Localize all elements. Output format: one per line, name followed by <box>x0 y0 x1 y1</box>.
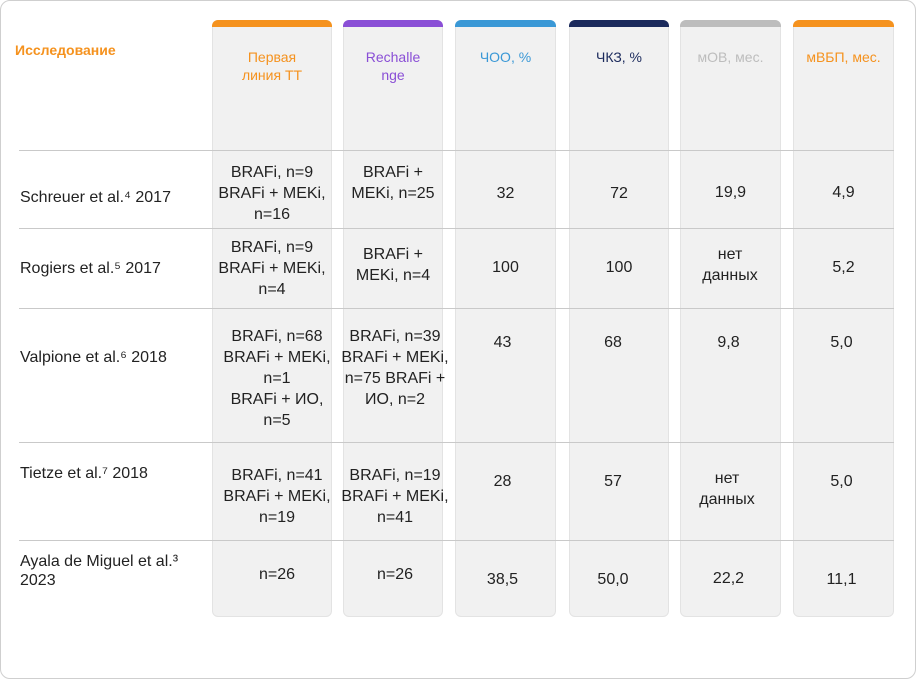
first-line-cell: BRAFi, n=68 BRAFi + MEKi, n=1 BRAFi + ИО, n=… <box>223 328 331 429</box>
rechallenge-cell: BRAFi, n=39 BRAFi + MEKi, n=75 BRAFi + ИО, … <box>341 328 449 408</box>
study-name: Valpione et al.⁶ 2018 <box>20 349 167 366</box>
column-mos: мОВ, мес. <box>680 20 781 617</box>
row-divider <box>19 228 894 229</box>
mpfs-cell: 4,9 <box>832 184 855 201</box>
column-header-dcr: ЧКЗ, % <box>595 49 642 65</box>
column-header-mos: мОВ, мес. <box>697 49 764 65</box>
rechallenge-cell: BRAFi + MEKi, n=4 <box>355 246 431 284</box>
column-rechallenge: Rechalle nge <box>343 20 443 617</box>
first-line-cell: n=26 <box>258 566 296 583</box>
mos-cell: нет данных <box>699 470 755 508</box>
rechallenge-cell: n=26 <box>376 566 414 583</box>
column-accent-bar <box>455 20 556 27</box>
first-line-cell: BRAFi, n=41 BRAFi + MEKi, n=19 <box>223 467 331 526</box>
study-name: Tietze et al.⁷ 2018 <box>20 465 148 482</box>
study-column-header: Исследование <box>15 42 116 58</box>
column-first-line: Первая линия ТТ <box>212 20 332 617</box>
column-header-rechallenge: Rechalle nge <box>365 49 421 83</box>
row-divider <box>19 150 894 151</box>
mpfs-cell: 5,2 <box>832 259 855 276</box>
orr-cell: 43 <box>493 334 512 351</box>
column-header-mpfs: мВБП, мес. <box>806 49 881 65</box>
column-header-first-line: Первая линия ТТ <box>241 49 303 83</box>
dcr-cell: 72 <box>610 185 628 202</box>
column-mpfs: мВБП, мес. <box>793 20 894 617</box>
row-divider <box>19 442 894 443</box>
first-line-cell: BRAFi, n=9 BRAFi + MEKi, n=4 <box>218 239 326 298</box>
study-name: Schreuer et al.⁴ 2017 <box>20 189 171 206</box>
column-accent-bar <box>680 20 781 27</box>
mpfs-cell: 11,1 <box>826 571 857 588</box>
first-line-cell: BRAFi, n=9 BRAFi + MEKi, n=16 <box>218 164 326 223</box>
mpfs-cell: 5,0 <box>830 473 853 490</box>
mos-cell: 19,9 <box>714 184 747 201</box>
column-dcr: ЧКЗ, % <box>569 20 669 617</box>
orr-cell: 100 <box>492 259 519 276</box>
column-accent-bar <box>569 20 669 27</box>
dcr-cell: 68 <box>604 334 622 351</box>
column-accent-bar <box>343 20 443 27</box>
mos-cell: 22,2 <box>712 570 745 587</box>
rechallenge-cell: BRAFi, n=19 BRAFi + MEKi, n=41 <box>341 467 449 526</box>
column-header-orr: ЧОО, % <box>479 49 532 65</box>
rechallenge-cell: BRAFi + MEKi, n=25 <box>351 164 435 202</box>
column-orr: ЧОО, % <box>455 20 556 617</box>
orr-cell: 38,5 <box>486 571 519 588</box>
row-divider <box>19 540 894 541</box>
dcr-cell: 50,0 <box>597 571 629 588</box>
study-name: Rogiers et al.⁵ 2017 <box>20 260 161 277</box>
mos-cell: 9,8 <box>717 334 740 351</box>
column-accent-bar <box>793 20 894 27</box>
study-name: Ayala de Miguel et al.³ 2023 <box>20 553 179 589</box>
mos-cell: нет данных <box>702 246 758 284</box>
dcr-cell: 57 <box>604 473 622 490</box>
mpfs-cell: 5,0 <box>830 334 853 351</box>
row-divider <box>19 308 894 309</box>
column-accent-bar <box>212 20 332 27</box>
dcr-cell: 100 <box>605 259 633 276</box>
orr-cell: 32 <box>496 185 515 202</box>
orr-cell: 28 <box>493 473 512 490</box>
